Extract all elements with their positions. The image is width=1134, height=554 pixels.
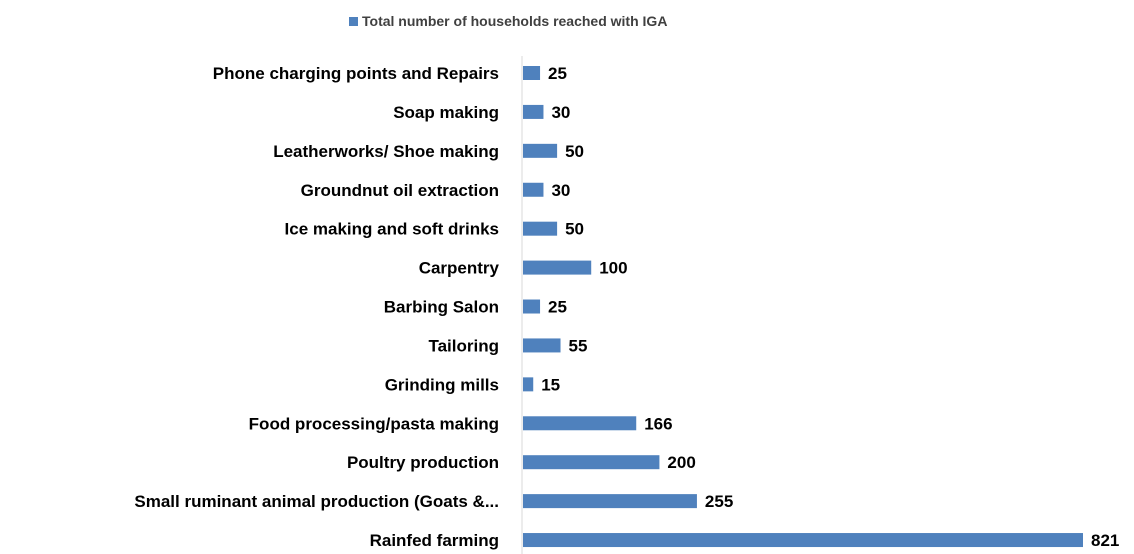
category-label: Barbing Salon <box>384 298 499 317</box>
data-label: 15 <box>541 375 560 394</box>
data-label: 100 <box>599 259 627 278</box>
data-label: 200 <box>667 453 695 472</box>
data-label: 30 <box>551 181 570 200</box>
category-label: Poultry production <box>347 453 499 472</box>
data-label: 50 <box>565 220 584 239</box>
bar <box>523 494 697 509</box>
category-label: Carpentry <box>419 259 500 278</box>
bar <box>523 455 660 470</box>
bars <box>523 66 1083 548</box>
category-label: Leatherworks/ Shoe making <box>273 142 499 161</box>
bar <box>523 260 592 275</box>
bar <box>523 533 1083 548</box>
category-label: Food processing/pasta making <box>249 414 499 433</box>
category-label: Groundnut oil extraction <box>301 181 499 200</box>
data-label: 55 <box>569 336 588 355</box>
bar <box>523 221 558 236</box>
data-label: 25 <box>548 64 567 83</box>
data-label: 255 <box>705 492 733 511</box>
bar <box>523 416 637 431</box>
legend-label: Total number of households reached with … <box>362 13 667 29</box>
legend-swatch <box>349 17 358 26</box>
bar <box>523 143 558 158</box>
bar <box>523 338 561 353</box>
data-label: 821 <box>1091 531 1119 550</box>
category-labels: Phone charging points and Repairs Soap ma… <box>134 64 499 550</box>
data-label: 50 <box>565 142 584 161</box>
category-label: Rainfed farming <box>370 531 499 550</box>
data-label: 30 <box>551 103 570 122</box>
category-label: Soap making <box>393 103 499 122</box>
category-label: Small ruminant animal production (Goats … <box>134 492 499 511</box>
category-label: Grinding mills <box>385 375 499 394</box>
category-label: Phone charging points and Repairs <box>213 64 499 83</box>
legend: Total number of households reached with … <box>349 13 667 29</box>
bar <box>523 66 541 80</box>
data-label: 166 <box>644 414 672 433</box>
category-label: Ice making and soft drinks <box>285 220 499 239</box>
bar <box>523 104 544 119</box>
category-label: Tailoring <box>428 336 499 355</box>
bar <box>523 377 534 392</box>
bar <box>523 299 541 314</box>
bar <box>523 182 544 197</box>
data-label: 25 <box>548 298 567 317</box>
